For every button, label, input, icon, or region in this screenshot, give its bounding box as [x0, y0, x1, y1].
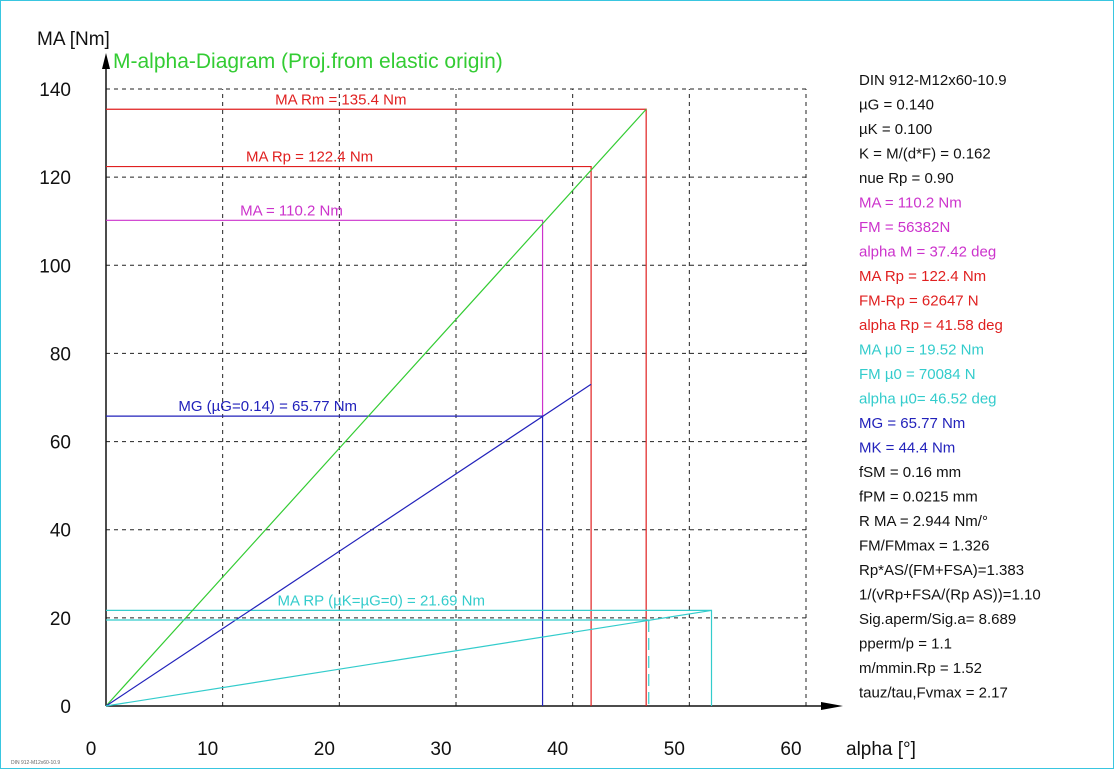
y-tick-label: 0: [60, 697, 71, 718]
info-line: MA Rp = 122.4 Nm: [859, 268, 986, 285]
info-line: Rp*AS/(FM+FSA)=1.383: [859, 562, 1024, 579]
x-tick-label: 60: [780, 739, 801, 760]
series-line: [106, 165, 592, 706]
info-line: MA = 110.2 Nm: [859, 195, 962, 212]
info-line: m/mmin.Rp = 1.52: [859, 660, 982, 677]
y-tick-label: 140: [39, 80, 71, 101]
info-line: alpha µ0= 46.52 deg: [859, 391, 997, 408]
series-line: [105, 108, 647, 707]
info-line: µK = 0.100: [859, 121, 932, 138]
series-label: MA Rm = 135.4 Nm: [275, 91, 406, 108]
series-labels: MA Rm = 135.4 Nm MA Rp = 122.4 Nm MA = 110…: [178, 91, 485, 609]
data-series: [105, 108, 713, 707]
info-line: R MA = 2.944 Nm/°: [859, 513, 988, 530]
info-line: µG = 0.140: [859, 97, 934, 114]
x-tick-label: 0: [86, 739, 97, 760]
info-line: FM-Rp = 62647 N: [859, 293, 979, 310]
x-tick-label: 10: [197, 739, 218, 760]
info-line: MK = 44.4 Nm: [859, 440, 955, 457]
info-line: fPM = 0.0215 mm: [859, 489, 978, 506]
info-line: K = M/(d*F) = 0.162: [859, 146, 991, 163]
grid-lines: [106, 88, 807, 706]
footer-text: DIN 912-M12x60-10.9: [11, 760, 60, 766]
series-line: [105, 383, 592, 707]
chart-title: M-alpha-Diagram (Proj.from elastic origi…: [113, 50, 503, 73]
y-tick-label: 80: [50, 344, 71, 365]
x-tick-label: 30: [430, 739, 451, 760]
y-tick-label: 40: [50, 521, 71, 542]
x-tick-label: 40: [547, 739, 568, 760]
y-axis-label: MA [Nm]: [37, 29, 110, 50]
info-line: FM µ0 = 70084 N: [859, 366, 976, 383]
info-line: Sig.aperm/Sig.a= 8.689: [859, 611, 1016, 628]
info-line: fSM = 0.16 mm: [859, 464, 961, 481]
series-label: MA RP (µK=µG=0) = 21.69 Nm: [278, 592, 486, 609]
info-line: 1/(vRp+FSA/(Rp AS))=1.10: [859, 587, 1041, 604]
footer-caption: DIN 912-M12x60-10.9: [11, 760, 60, 766]
tick-labels: 0 10 20 30 40 50 60 0 20 40 60 80 100 120 140: [39, 80, 801, 760]
info-line: alpha M = 37.42 deg: [859, 244, 996, 261]
info-line: FM/FMmax = 1.326: [859, 538, 989, 555]
series-label: MA = 110.2 Nm: [240, 202, 343, 219]
x-tick-label: 50: [664, 739, 685, 760]
info-panel: DIN 912-M12x60-10.9 µG = 0.140 µK = 0.100 K…: [859, 72, 1041, 702]
info-line: MA µ0 = 19.52 Nm: [859, 342, 984, 359]
y-tick-label: 60: [50, 433, 71, 454]
x-axis-label: alpha [°]: [846, 739, 916, 760]
series-label: MG (µG=0.14) = 65.77 Nm: [178, 398, 357, 415]
info-line: DIN 912-M12x60-10.9: [859, 72, 1007, 89]
axes: [102, 53, 843, 710]
info-line: tauz/tau,Fvmax = 2.17: [859, 685, 1008, 702]
info-line: MG = 65.77 Nm: [859, 415, 965, 432]
info-line: pperm/p = 1.1: [859, 636, 952, 653]
series-line: [106, 219, 544, 417]
series-label: MA Rp = 122.4 Nm: [246, 149, 373, 166]
x-tick-label: 20: [314, 739, 335, 760]
y-tick-label: 120: [39, 168, 71, 189]
info-line: alpha Rp = 41.58 deg: [859, 317, 1003, 334]
series-line: [105, 609, 712, 707]
info-line: nue Rp = 0.90: [859, 170, 954, 187]
x-axis-arrow: [821, 702, 843, 710]
y-axis-arrow: [102, 53, 110, 69]
y-tick-label: 100: [39, 256, 71, 277]
info-line: FM = 56382N: [859, 219, 950, 236]
y-tick-label: 20: [50, 609, 71, 630]
